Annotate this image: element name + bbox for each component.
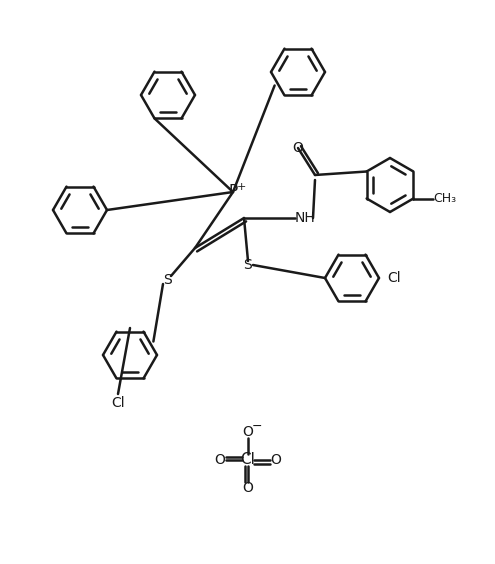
Text: +: + <box>236 182 246 192</box>
Text: NH: NH <box>295 211 316 225</box>
Text: O: O <box>271 453 282 467</box>
Text: O: O <box>243 481 253 495</box>
Text: Cl: Cl <box>241 452 255 468</box>
Text: Cl: Cl <box>111 396 125 410</box>
Text: O: O <box>243 425 253 439</box>
Text: O: O <box>293 141 303 155</box>
Text: −: − <box>252 420 262 433</box>
Text: CH₃: CH₃ <box>434 192 456 205</box>
Text: S: S <box>244 258 252 272</box>
Text: Cl: Cl <box>387 271 400 285</box>
Text: S: S <box>163 273 171 287</box>
Text: P: P <box>228 184 238 200</box>
Text: O: O <box>214 453 225 467</box>
